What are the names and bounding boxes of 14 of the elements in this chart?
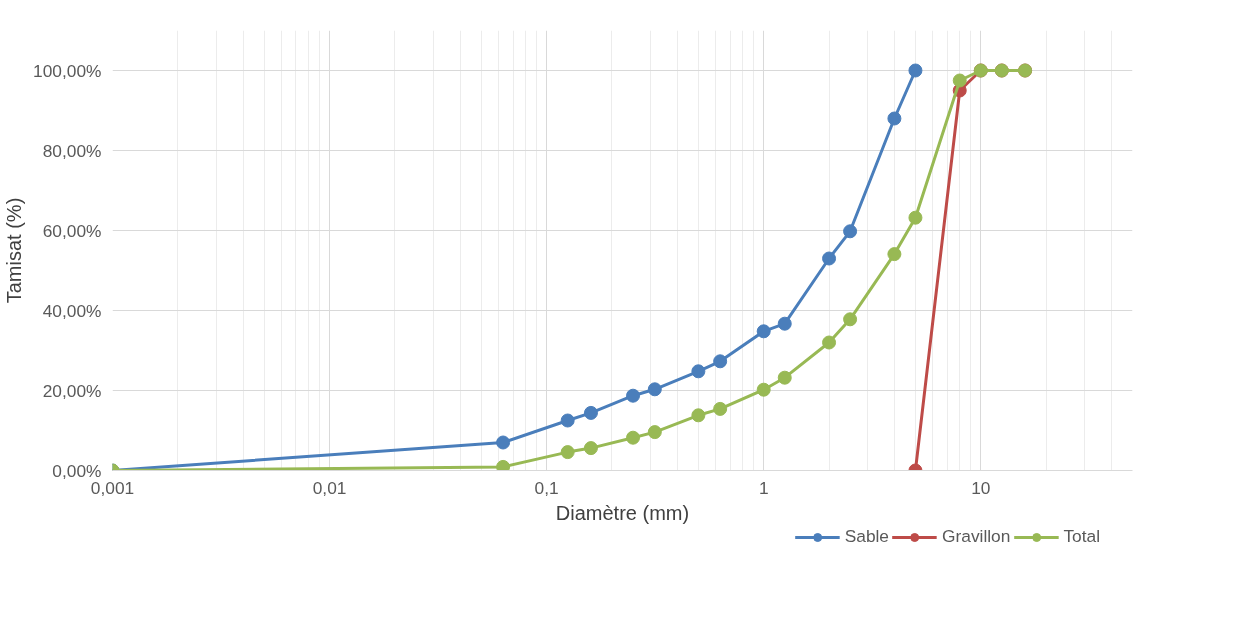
x-axis-title: Diamètre (mm) bbox=[555, 501, 690, 524]
y-tick-label: 80,00% bbox=[42, 140, 102, 161]
legend-label: Total bbox=[1063, 526, 1100, 547]
legend-label: Sable bbox=[844, 526, 890, 547]
y-tick-label: 100,00% bbox=[33, 60, 102, 81]
y-tick-label: 40,00% bbox=[42, 300, 102, 321]
y-tick-label: 20,00% bbox=[42, 380, 102, 401]
x-tick-label: 0,1 bbox=[534, 477, 559, 498]
x-tick-label: 0,01 bbox=[312, 477, 347, 498]
x-tick-label: 1 bbox=[758, 477, 769, 498]
y-axis-title: Tamisat (%) bbox=[3, 197, 26, 304]
x-tick-label: 10 bbox=[971, 477, 991, 498]
legend-label: Gravillon bbox=[942, 526, 1011, 547]
y-tick-label: 60,00% bbox=[42, 220, 102, 241]
